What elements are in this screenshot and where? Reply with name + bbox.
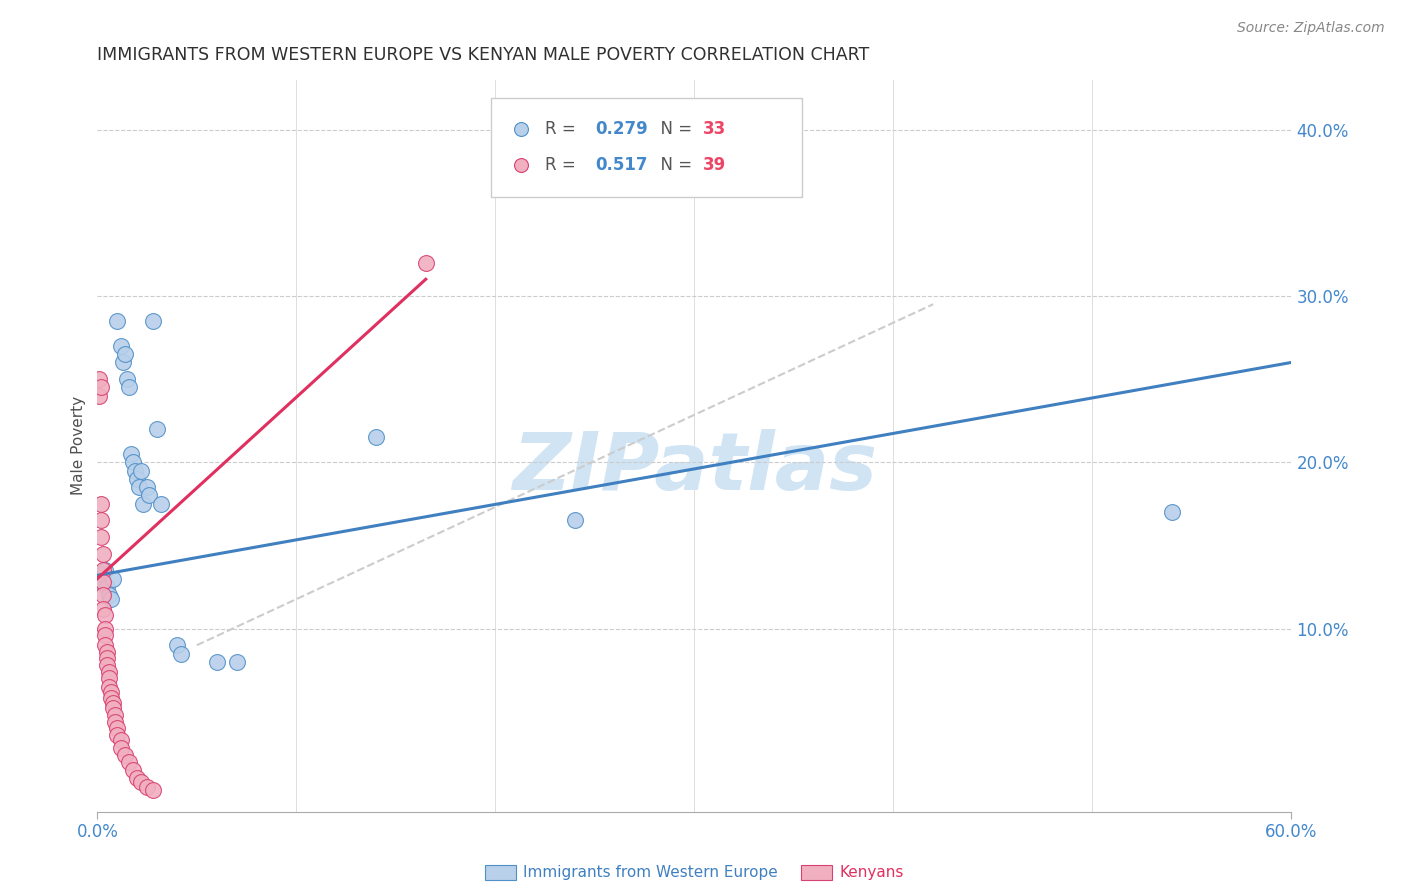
Point [100, 685, 122, 699]
Point [103, 697, 125, 711]
Point [94, 608, 117, 623]
Point [136, 780, 159, 794]
Point [128, 480, 150, 494]
Point [94, 563, 117, 577]
Point [98, 588, 121, 602]
Point [114, 747, 136, 762]
Text: N =: N = [650, 156, 697, 174]
Point [129, 464, 152, 478]
Point [91, 547, 114, 561]
Point [90, 380, 112, 394]
Point [146, 422, 169, 436]
Text: 0.279: 0.279 [595, 120, 648, 137]
Point [129, 774, 152, 789]
Point [127, 771, 149, 785]
Point [98, 680, 121, 694]
Point [96, 658, 118, 673]
Point [415, 255, 437, 269]
Point [104, 708, 127, 723]
Point [122, 455, 145, 469]
Point [110, 339, 132, 353]
Point [166, 638, 188, 652]
Point [114, 347, 136, 361]
Point [124, 464, 146, 478]
Text: 39: 39 [703, 156, 725, 174]
Point [105, 722, 128, 736]
Text: R =: R = [546, 156, 581, 174]
Point [90, 530, 112, 544]
Text: ZIPatlas: ZIPatlas [512, 428, 877, 507]
Point [136, 480, 159, 494]
Point [564, 513, 586, 527]
Point [98, 665, 121, 679]
Point [91, 566, 114, 581]
Point [132, 497, 155, 511]
Point [103, 701, 125, 715]
Point [142, 314, 165, 328]
Y-axis label: Male Poverty: Male Poverty [72, 396, 86, 495]
Point [142, 783, 165, 797]
Point [91, 601, 114, 615]
Point [98, 672, 121, 686]
Point [105, 314, 128, 328]
Point [89, 572, 111, 586]
Point [94, 622, 117, 636]
FancyBboxPatch shape [492, 98, 801, 197]
Point [104, 714, 127, 729]
Text: 33: 33 [703, 120, 725, 137]
Point [138, 488, 160, 502]
Point [89, 389, 111, 403]
Point [205, 655, 228, 669]
Point [94, 628, 117, 642]
Point [118, 380, 141, 394]
Text: Source: ZipAtlas.com: Source: ZipAtlas.com [1237, 21, 1385, 35]
Point [1161, 505, 1184, 519]
Point [105, 728, 128, 742]
Point [91, 574, 114, 589]
Text: 0.517: 0.517 [595, 156, 648, 174]
Point [364, 430, 387, 444]
Point [94, 638, 117, 652]
Text: N =: N = [650, 120, 697, 137]
Point [96, 651, 118, 665]
Point [96, 580, 118, 594]
Point [120, 447, 142, 461]
Point [100, 591, 122, 606]
Point [90, 574, 112, 589]
Point [118, 755, 141, 769]
Point [90, 513, 112, 527]
Point [225, 655, 247, 669]
Point [89, 372, 111, 386]
Point [100, 691, 122, 706]
Text: Immigrants from Western Europe: Immigrants from Western Europe [523, 865, 778, 880]
Point [110, 733, 132, 747]
Text: IMMIGRANTS FROM WESTERN EUROPE VS KENYAN MALE POVERTY CORRELATION CHART: IMMIGRANTS FROM WESTERN EUROPE VS KENYAN… [97, 46, 869, 64]
Point [103, 572, 125, 586]
Text: Kenyans: Kenyans [839, 865, 904, 880]
Point [170, 647, 193, 661]
Point [112, 355, 135, 369]
Point [122, 763, 145, 777]
Text: R =: R = [546, 120, 581, 137]
Point [91, 588, 114, 602]
Point [110, 741, 132, 756]
Point [91, 563, 114, 577]
Point [115, 372, 138, 386]
Point [127, 472, 149, 486]
Point [90, 497, 112, 511]
Point [96, 645, 118, 659]
Point [150, 497, 173, 511]
